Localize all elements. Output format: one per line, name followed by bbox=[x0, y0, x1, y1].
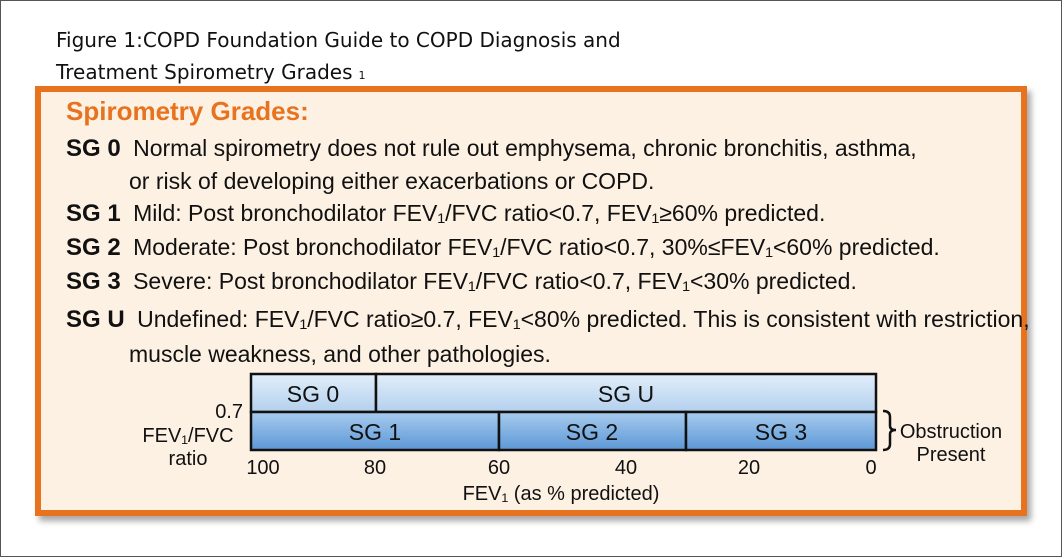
label-sg1: SG 1 bbox=[349, 419, 401, 445]
grade-code: SG 3 bbox=[66, 268, 121, 295]
grade-text-continued: or risk of developing either exacerbatio… bbox=[129, 168, 655, 194]
bracket-label-line-1: Obstruction bbox=[900, 421, 1002, 443]
ylabel-line-2: ratio bbox=[169, 448, 208, 470]
figure-caption: Figure 1:COPD Foundation Guide to COPD D… bbox=[56, 24, 621, 92]
grade-code: SG U bbox=[66, 306, 125, 333]
label-sg2: SG 2 bbox=[566, 419, 618, 445]
grade-text: Mild: Post bronchodilator FEV₁/FVC ratio… bbox=[133, 200, 826, 226]
grade-text-continued: muscle weakness, and other pathologies. bbox=[129, 341, 551, 367]
grade-code: SG 2 bbox=[66, 234, 121, 261]
bracket-label-line-2: Present bbox=[917, 444, 986, 466]
box-sg3 bbox=[684, 410, 878, 452]
grade-sg0: SG 0 Normal spirometry does not rule out… bbox=[66, 132, 917, 198]
box-sgu bbox=[374, 372, 878, 414]
box-sg0 bbox=[249, 372, 378, 414]
grade-text: Undefined: FEV₁/FVC ratio≥0.7, FEV₁<80% … bbox=[137, 306, 1030, 332]
tick-40: 40 bbox=[615, 457, 637, 479]
caption-line-2-text: Treatment Spirometry Grades bbox=[56, 60, 353, 84]
grade-sg1: SG 1 Mild: Post bronchodilator FEV₁/FVC … bbox=[66, 200, 825, 228]
grade-sgu: SG U Undefined: FEV₁/FVC ratio≥0.7, FEV₁… bbox=[66, 302, 1030, 371]
box-sg1 bbox=[249, 410, 501, 452]
panel-heading: Spirometry Grades: bbox=[66, 96, 309, 126]
grade-sg3: SG 3 Severe: Post bronchodilator FEV₁/FV… bbox=[66, 268, 857, 296]
grade-text: Normal spirometry does not rule out emph… bbox=[133, 135, 917, 161]
label-sg0: SG 0 bbox=[287, 381, 339, 407]
grade-code: SG 1 bbox=[66, 200, 121, 227]
spirometry-panel: Spirometry Grades: SG 0 Normal spirometr… bbox=[35, 86, 1030, 516]
caption-reference: 1 bbox=[358, 69, 366, 82]
ratio-value: 0.7 bbox=[215, 401, 243, 423]
box-sg2 bbox=[497, 410, 688, 452]
tick-0: 0 bbox=[865, 457, 876, 479]
tick-60: 60 bbox=[488, 457, 510, 479]
x-axis-label: FEV₁ (as % predicted) bbox=[463, 483, 660, 505]
grade-text: Severe: Post bronchodilator FEV₁/FVC rat… bbox=[133, 268, 857, 294]
bracket-icon bbox=[882, 409, 897, 452]
label-sgu: SG U bbox=[598, 381, 654, 407]
caption-line-1: Figure 1:COPD Foundation Guide to COPD D… bbox=[56, 28, 621, 52]
tick-80: 80 bbox=[364, 457, 386, 479]
tick-20: 20 bbox=[738, 457, 760, 479]
grade-diagram: SG 0 SG U SG 1 SG 2 SG 3 0.7 FEV₁/FVC ra… bbox=[142, 372, 1002, 505]
grade-code: SG 0 bbox=[66, 135, 121, 162]
label-sg3: SG 3 bbox=[755, 419, 807, 445]
grade-text: Moderate: Post bronchodilator FEV₁/FVC r… bbox=[133, 234, 940, 260]
ylabel-line-1: FEV₁/FVC bbox=[142, 425, 233, 447]
tick-100: 100 bbox=[246, 457, 279, 479]
grade-sg2: SG 2 Moderate: Post bronchodilator FEV₁/… bbox=[66, 234, 940, 262]
caption-line-2: Treatment Spirometry Grades 1 bbox=[56, 56, 621, 92]
